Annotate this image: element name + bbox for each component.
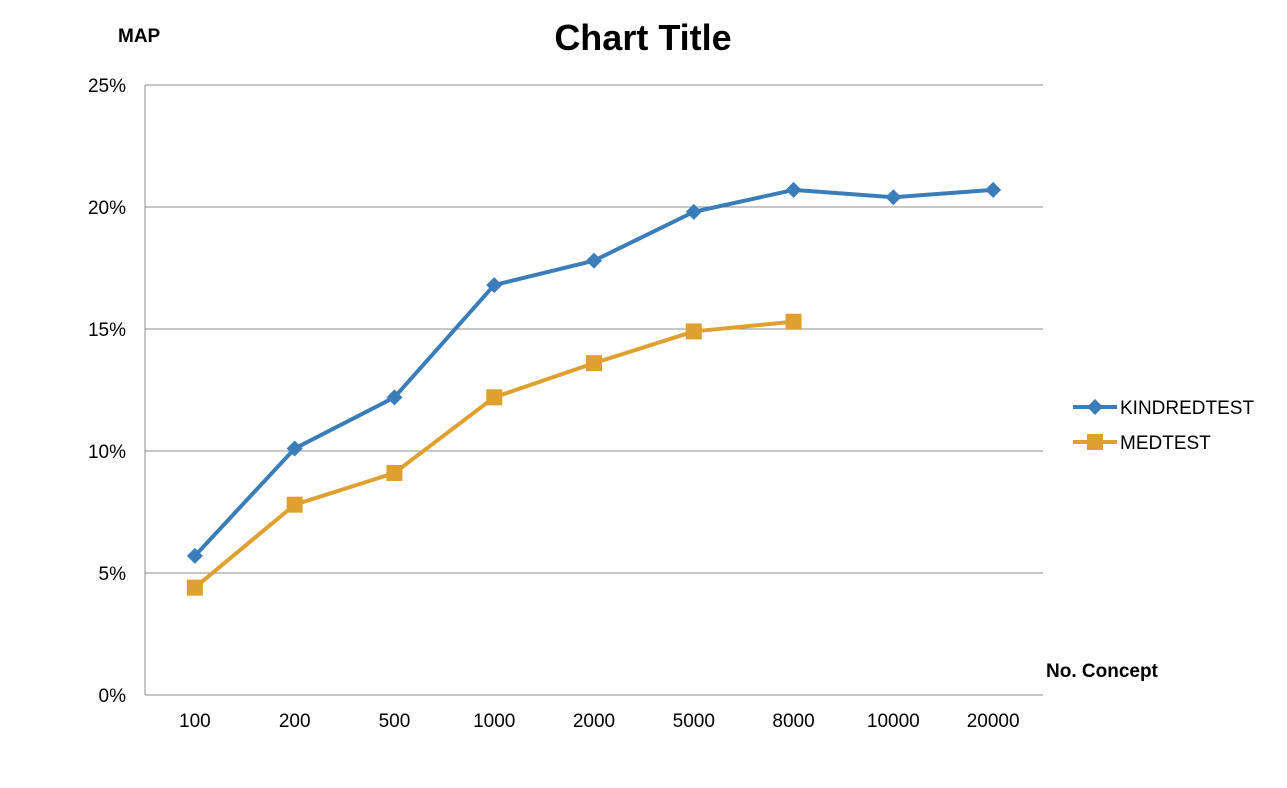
- series-medtest: [186, 313, 802, 596]
- data-point: [486, 277, 503, 294]
- data-point: [985, 181, 1002, 198]
- data-point: [286, 496, 303, 513]
- x-tick-label: 20000: [967, 711, 1020, 732]
- data-point: [685, 203, 702, 220]
- legend: KINDREDTEST MEDTEST: [1073, 398, 1254, 454]
- y-axis-ticks: 0% 5% 10% 15% 20% 25%: [88, 76, 126, 707]
- x-axis-label: No. Concept: [1046, 661, 1159, 682]
- legend-marker: [1087, 434, 1103, 450]
- y-tick-label: 25%: [88, 76, 126, 97]
- x-tick-label: 2000: [573, 711, 615, 732]
- y-tick-label: 15%: [88, 320, 126, 341]
- legend-label: MEDTEST: [1120, 433, 1211, 454]
- x-tick-label: 5000: [673, 711, 715, 732]
- legend-marker: [1087, 399, 1103, 415]
- data-point: [286, 440, 303, 457]
- y-axis-label: MAP: [118, 26, 161, 47]
- data-point: [785, 313, 802, 330]
- data-point: [386, 389, 403, 406]
- legend-item: KINDREDTEST: [1073, 398, 1254, 419]
- data-point: [885, 189, 902, 206]
- x-tick-label: 500: [379, 711, 411, 732]
- y-tick-label: 10%: [88, 442, 126, 463]
- x-tick-label: 10000: [867, 711, 920, 732]
- data-point: [785, 181, 802, 198]
- y-tick-label: 0%: [99, 686, 127, 707]
- x-tick-label: 1000: [473, 711, 515, 732]
- data-point: [586, 252, 602, 269]
- data-point: [386, 464, 403, 481]
- legend-label: KINDREDTEST: [1120, 398, 1254, 419]
- y-tick-label: 20%: [88, 198, 126, 219]
- x-tick-label: 8000: [772, 711, 814, 732]
- data-point: [586, 355, 602, 372]
- x-tick-label: 100: [179, 711, 211, 732]
- gridlines: [144, 84, 1043, 696]
- series-line: [193, 319, 794, 590]
- series-group: [186, 181, 1002, 596]
- x-axis-ticks: 100 200 500 1000 2000 5000 8000 10000 20000: [179, 711, 1019, 732]
- data-point: [685, 323, 702, 340]
- x-tick-label: 200: [279, 711, 311, 732]
- series-line: [193, 187, 994, 558]
- legend-item: MEDTEST: [1073, 433, 1211, 454]
- data-point: [486, 389, 503, 406]
- chart-title: Chart Title: [554, 17, 731, 58]
- y-tick-label: 5%: [99, 564, 127, 585]
- data-point: [186, 579, 203, 596]
- series-kindredtest: [186, 181, 1002, 564]
- data-point: [186, 547, 203, 564]
